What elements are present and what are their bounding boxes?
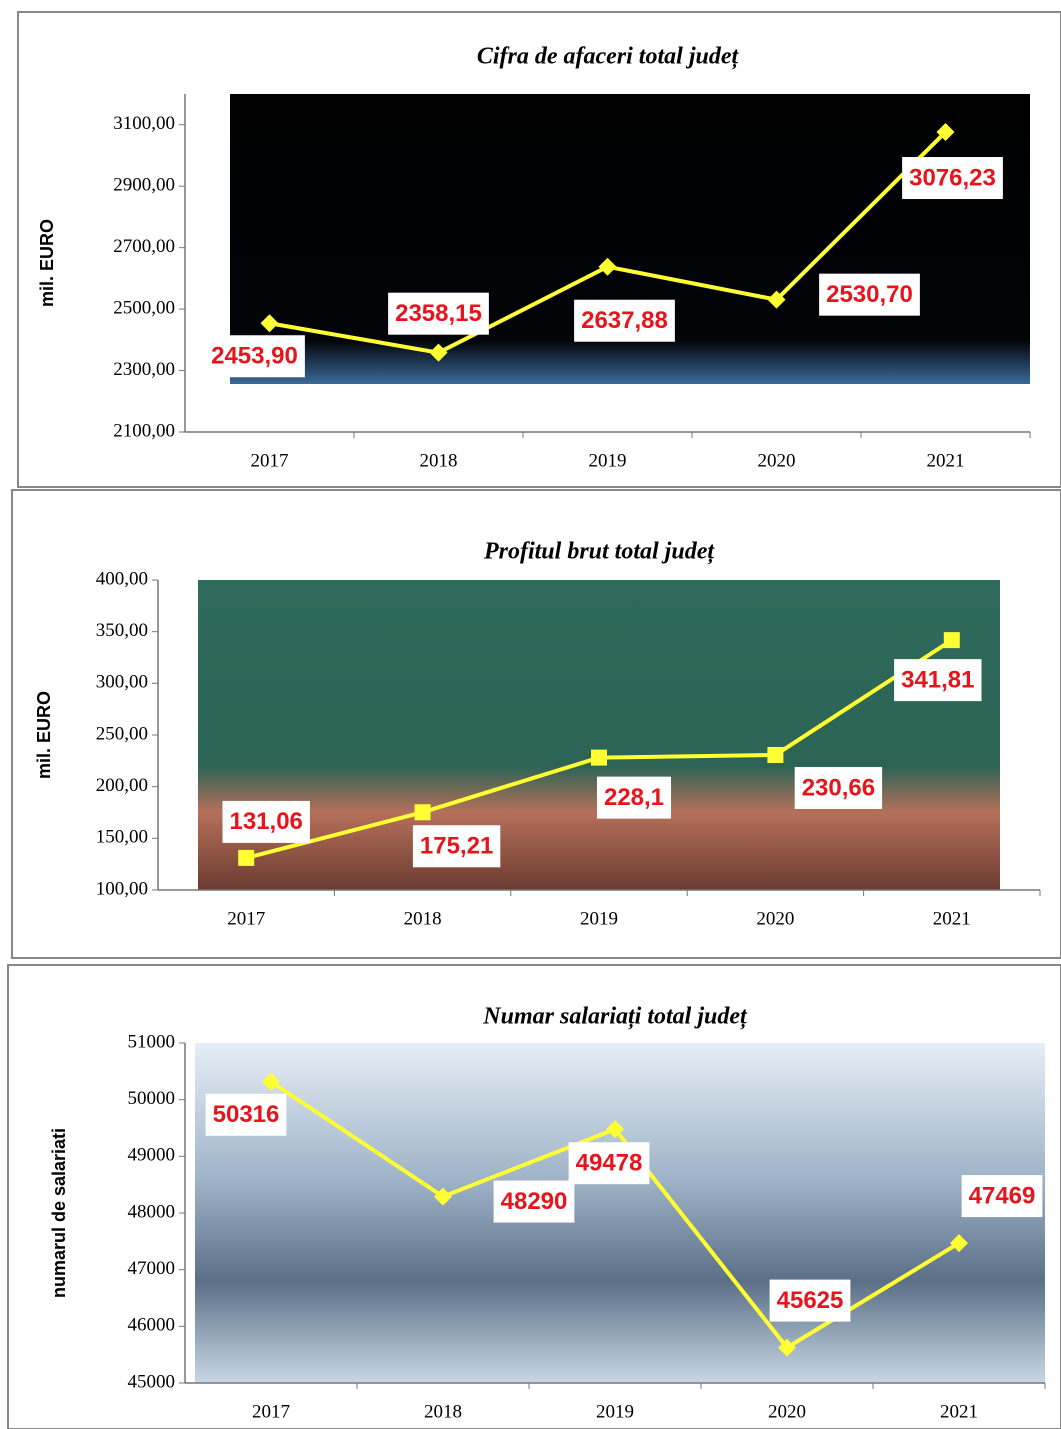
x-tick-label: 2020 xyxy=(756,908,794,929)
y-tick-label: 400,00 xyxy=(96,568,148,589)
chart-title: Profitul brut total județ xyxy=(483,539,715,565)
chart-title: Cifra de afaceri total județ xyxy=(477,44,740,70)
y-tick-label: 250,00 xyxy=(96,723,148,744)
value-label: 50316 xyxy=(213,1101,280,1128)
y-tick-label: 100,00 xyxy=(96,878,148,899)
y-tick-label: 200,00 xyxy=(96,775,148,796)
data-point xyxy=(415,804,431,820)
y-tick-label: 47000 xyxy=(128,1258,176,1279)
value-label: 175,21 xyxy=(420,833,493,860)
value-label: 49478 xyxy=(576,1150,643,1177)
value-label: 2530,70 xyxy=(826,281,913,308)
value-label: 2453,90 xyxy=(211,343,298,370)
y-tick-label: 2700,00 xyxy=(113,236,175,257)
y-tick-label: 350,00 xyxy=(96,620,148,641)
y-axis-label: mil. EURO xyxy=(37,219,57,307)
x-tick-label: 2018 xyxy=(404,908,442,929)
x-tick-label: 2019 xyxy=(596,1401,634,1422)
y-tick-label: 300,00 xyxy=(96,672,148,693)
data-point xyxy=(767,747,783,763)
chart-title: Numar salariați total județ xyxy=(482,1004,748,1030)
data-point xyxy=(238,850,254,866)
y-tick-label: 2900,00 xyxy=(113,175,175,196)
x-tick-label: 2017 xyxy=(252,1401,290,1422)
value-label: 228,1 xyxy=(604,784,664,811)
value-label: 45625 xyxy=(777,1287,844,1314)
value-label: 341,81 xyxy=(901,666,974,693)
value-label: 2637,88 xyxy=(581,307,668,334)
x-tick-label: 2020 xyxy=(768,1401,806,1422)
value-label: 3076,23 xyxy=(909,164,996,191)
y-axis-label: numarul de salariati xyxy=(49,1128,69,1298)
y-tick-label: 50000 xyxy=(128,1088,176,1109)
x-tick-label: 2020 xyxy=(758,450,796,471)
page: Cifra de afaceri total județ mil. EURO 210… xyxy=(0,0,1061,1429)
y-tick-label: 51000 xyxy=(128,1031,176,1052)
x-tick-label: 2018 xyxy=(424,1401,462,1422)
chart: Numar salariați total județ numarul de sa… xyxy=(8,965,1061,1429)
y-tick-label: 3100,00 xyxy=(113,113,175,134)
y-tick-label: 45000 xyxy=(128,1371,176,1392)
plot-background xyxy=(195,1043,1045,1383)
x-tick-label: 2021 xyxy=(927,450,965,471)
value-label: 230,66 xyxy=(802,774,875,801)
x-tick-label: 2019 xyxy=(589,450,627,471)
value-label: 2358,15 xyxy=(395,300,482,327)
x-tick-label: 2021 xyxy=(940,1401,978,1422)
y-tick-label: 49000 xyxy=(128,1145,176,1166)
y-tick-label: 2100,00 xyxy=(113,420,175,441)
y-tick-label: 2500,00 xyxy=(113,297,175,318)
data-point xyxy=(944,632,960,648)
value-label: 47469 xyxy=(969,1182,1036,1209)
data-point xyxy=(591,750,607,766)
value-label: 131,06 xyxy=(229,808,302,835)
plot-background xyxy=(198,580,1000,890)
chart: Cifra de afaceri total județ mil. EURO 210… xyxy=(18,12,1061,487)
x-tick-label: 2017 xyxy=(227,908,265,929)
y-axis-label: mil. EURO xyxy=(34,691,54,779)
x-tick-label: 2019 xyxy=(580,908,618,929)
x-tick-label: 2021 xyxy=(933,908,971,929)
chart: Profitul brut total județ mil. EURO 100,00… xyxy=(12,490,1061,958)
y-tick-label: 2300,00 xyxy=(113,359,175,380)
y-tick-label: 48000 xyxy=(128,1201,176,1222)
x-tick-label: 2017 xyxy=(251,450,289,471)
y-tick-label: 46000 xyxy=(128,1315,176,1336)
x-tick-label: 2018 xyxy=(420,450,458,471)
y-tick-label: 150,00 xyxy=(96,827,148,848)
value-label: 48290 xyxy=(501,1188,568,1215)
